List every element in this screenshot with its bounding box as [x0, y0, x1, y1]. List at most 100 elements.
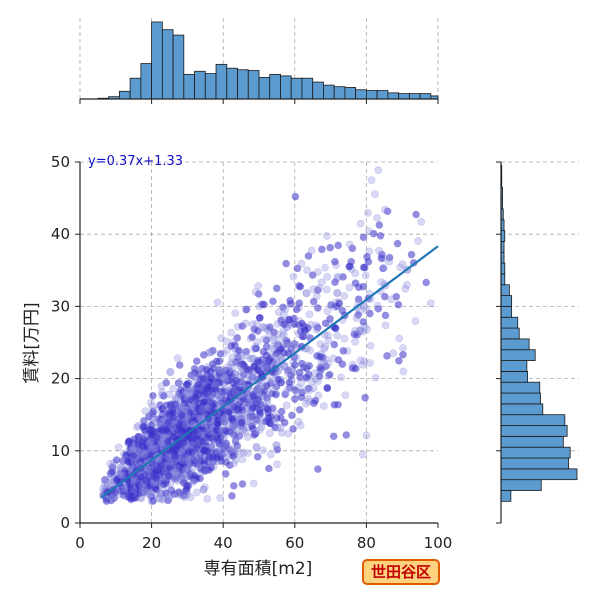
scatter-point: [358, 450, 367, 459]
y-hist-bar: [500, 338, 530, 351]
scatter-point: [296, 282, 305, 291]
scatter-point: [217, 426, 225, 435]
scatter-point: [365, 359, 374, 367]
scatter-point: [239, 370, 248, 379]
scatter-point: [292, 353, 301, 362]
scatter-point: [309, 384, 318, 393]
scatter-point: [401, 284, 410, 293]
scatter-point: [108, 494, 117, 503]
x-hist-bar: [323, 84, 335, 100]
scatter-point: [251, 342, 260, 351]
scatter-point: [309, 297, 318, 306]
scatter-point: [351, 279, 360, 288]
scatter-point: [221, 444, 230, 453]
scatter-point: [351, 326, 359, 335]
scatter-point: [119, 471, 127, 480]
y-hist-bar: [500, 490, 512, 502]
scatter-point: [317, 245, 326, 254]
scatter-point: [333, 272, 342, 281]
scatter-point: [281, 388, 290, 397]
scatter-point: [385, 253, 394, 262]
scatter-point: [279, 303, 287, 312]
scatter-point: [249, 479, 258, 488]
scatter-point: [398, 260, 407, 268]
y-hist-bar: [500, 381, 541, 394]
scatter-point: [182, 380, 191, 389]
scatter-point: [317, 278, 326, 287]
scatter-point: [304, 324, 312, 332]
scatter-point: [192, 488, 201, 497]
scatter-point: [222, 337, 231, 346]
scatter-point: [253, 397, 262, 406]
scatter-point: [242, 347, 251, 356]
scatter-point: [313, 304, 322, 312]
scatter-point: [212, 357, 221, 366]
scatter-point: [264, 464, 273, 473]
x-hist-bar: [269, 73, 281, 100]
scatter-point: [302, 373, 311, 382]
scatter-point: [302, 386, 310, 394]
y-hist-bar: [500, 425, 568, 437]
scatter-point: [282, 336, 291, 345]
x-hist-bar: [215, 63, 228, 100]
scatter-point: [166, 458, 175, 467]
scatter-point: [359, 263, 368, 272]
scatter-point: [313, 323, 322, 332]
scatter-point: [205, 427, 214, 436]
y-hist-bar: [500, 392, 541, 405]
scatter-point: [412, 210, 420, 219]
scatter-point: [297, 379, 306, 387]
scatter-point: [308, 377, 316, 386]
scatter-point: [236, 363, 245, 371]
scatter-point: [316, 340, 325, 348]
scatter-point: [157, 382, 166, 391]
scatter-point: [394, 356, 403, 365]
scatter-point: [393, 239, 402, 248]
scatter-point: [281, 305, 290, 314]
scatter-point: [285, 315, 293, 324]
scatter-point: [307, 246, 316, 255]
scatter-point: [379, 264, 388, 272]
scatter-point: [281, 390, 290, 399]
scatter-point: [289, 424, 297, 433]
scatter-point: [414, 237, 422, 245]
scatter-point: [361, 393, 369, 402]
y-hist-bar: [500, 479, 542, 491]
scatter-point: [286, 371, 295, 380]
scatter-point: [232, 376, 241, 385]
scatter-point: [242, 351, 250, 360]
scatter-point: [348, 244, 357, 253]
scatter-point: [373, 301, 382, 310]
scatter-point: [140, 422, 149, 431]
scatter-point: [326, 314, 334, 323]
x-hist-bar: [237, 69, 249, 100]
x-hist-bar: [172, 34, 185, 100]
scatter-point: [186, 433, 195, 442]
x-hist-bar: [204, 73, 217, 100]
scatter-point: [161, 403, 170, 412]
scatter-point: [166, 368, 175, 376]
scatter-point: [258, 300, 266, 309]
scatter-point: [248, 371, 257, 380]
scatter-point: [367, 176, 376, 185]
scatter-point: [321, 319, 330, 328]
scatter-point: [366, 341, 375, 350]
scatter-point: [295, 405, 304, 414]
x-hist-bar: [247, 70, 260, 100]
scatter-point: [201, 389, 210, 398]
scatter-point: [326, 243, 335, 252]
scatter-point: [363, 252, 371, 261]
scatter-point: [234, 346, 243, 355]
scatter-point: [165, 390, 174, 399]
scatter-point: [249, 354, 258, 363]
scatter-point: [175, 361, 184, 369]
scatter-point: [302, 289, 311, 298]
scatter-point: [295, 299, 304, 307]
scatter-point: [313, 465, 322, 473]
scatter-point: [144, 412, 153, 421]
scatter-point: [241, 319, 250, 328]
y-tick-label: 50: [51, 153, 70, 171]
scatter-point: [273, 445, 282, 454]
scatter-point: [273, 460, 281, 469]
scatter-point: [272, 284, 281, 293]
